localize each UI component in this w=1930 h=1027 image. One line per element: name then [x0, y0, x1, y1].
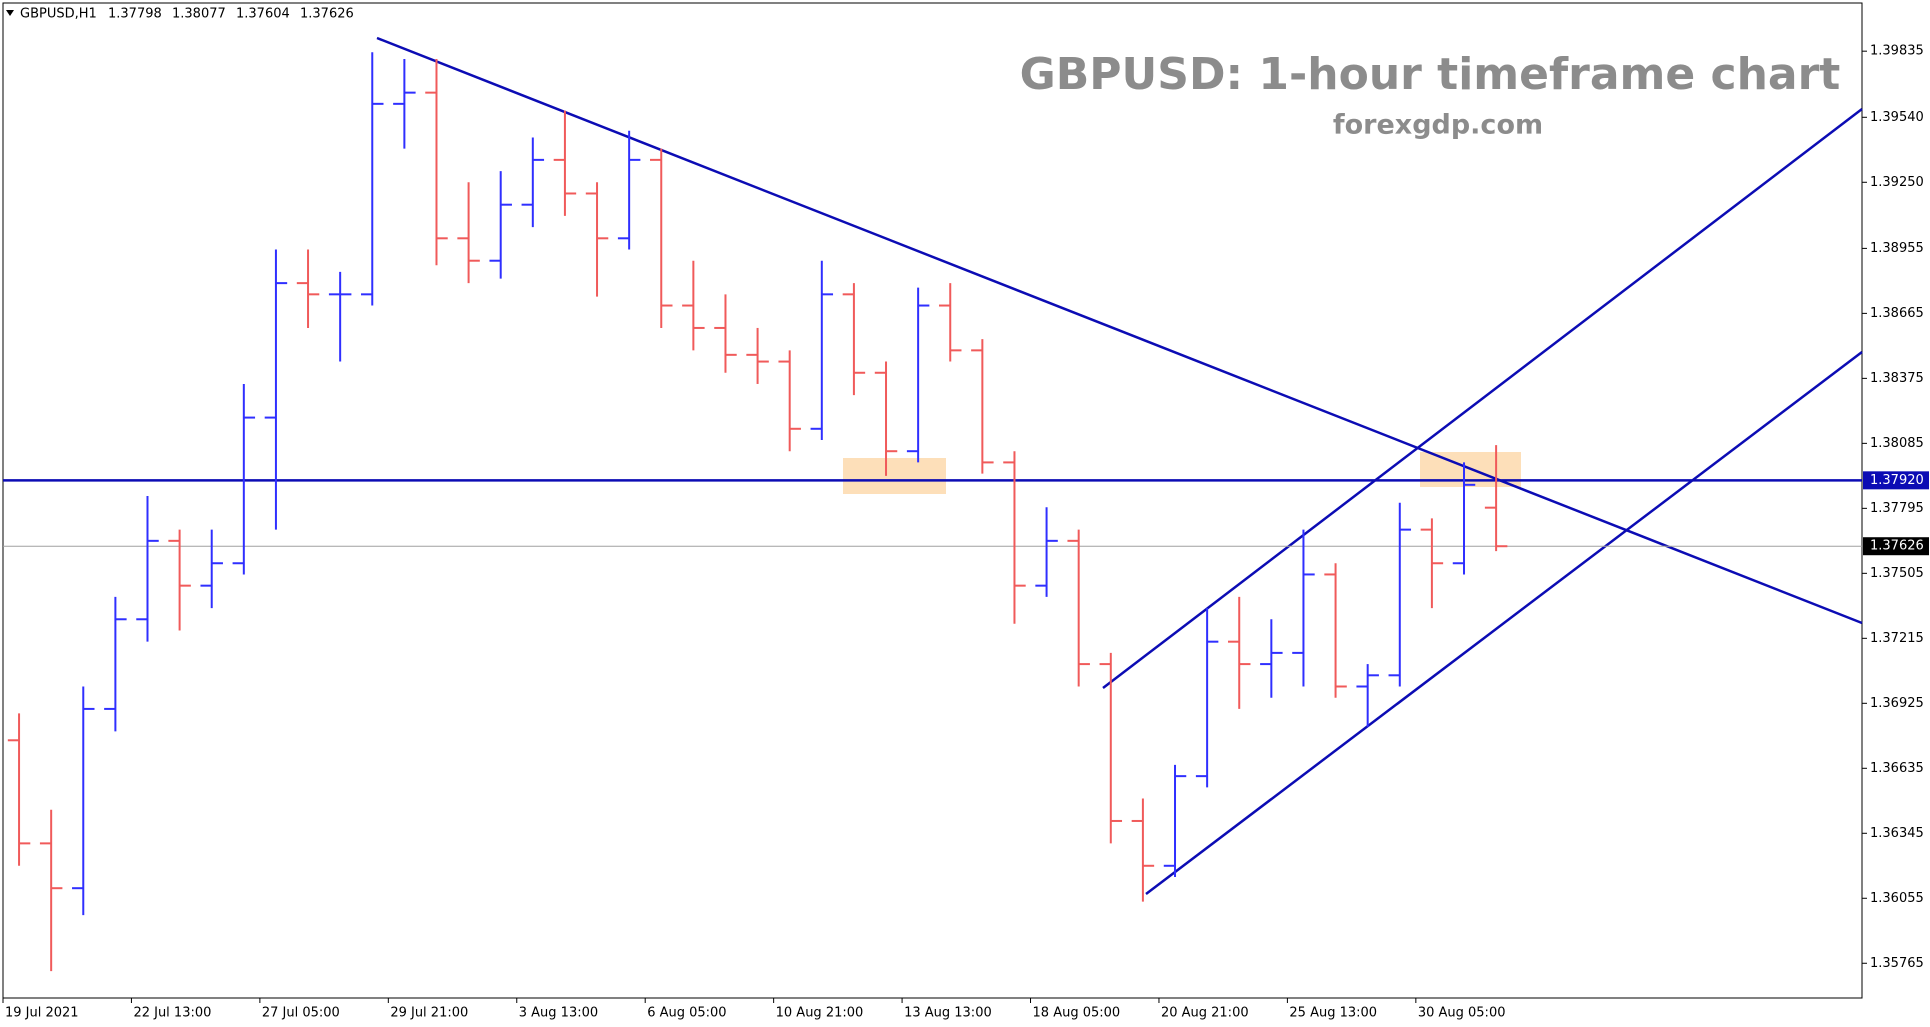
channel-upper-line	[1102, 108, 1863, 689]
y-tick-label: 1.36055	[1870, 891, 1924, 906]
y-tick-label: 1.37215	[1870, 631, 1924, 646]
x-tick-label: 6 Aug 05:00	[647, 1006, 726, 1021]
y-tick-label: 1.38955	[1870, 241, 1924, 256]
x-tick-label: 3 Aug 13:00	[519, 1006, 598, 1021]
y-tick-label: 1.36345	[1870, 826, 1924, 841]
x-tick-label: 18 Aug 05:00	[1033, 1006, 1121, 1021]
x-tick-label: 27 Jul 05:00	[262, 1006, 340, 1021]
chart-subtitle: forexgdp.com	[1333, 110, 1543, 141]
x-tick-label: 25 Aug 13:00	[1289, 1006, 1377, 1021]
channel-lower-line	[1145, 351, 1863, 895]
symbol-label: GBPUSD,H1	[20, 7, 97, 22]
y-tick-label: 1.37505	[1870, 566, 1924, 581]
x-tick-label: 30 Aug 05:00	[1418, 1006, 1506, 1021]
y-tick-label: 1.36635	[1870, 761, 1924, 776]
chart-title: GBPUSD: 1-hour timeframe chart	[1020, 49, 1841, 100]
y-tick-label: 1.38085	[1870, 436, 1924, 451]
y-tick-label: 1.39835	[1870, 44, 1924, 59]
current-price-box	[1863, 537, 1929, 556]
downtrend-line	[376, 36, 1863, 625]
y-tick-label: 1.38375	[1870, 371, 1924, 386]
y-tick-label: 1.36925	[1870, 696, 1924, 711]
level-label-box	[1863, 471, 1929, 490]
level-label: 1.37920	[1870, 473, 1924, 488]
y-tick-label: 1.39540	[1870, 110, 1924, 125]
plot-area	[2, 2, 1863, 999]
x-tick-label: 29 Jul 21:00	[390, 1006, 468, 1021]
current-price-label: 1.37626	[1870, 539, 1924, 554]
support-zone	[843, 458, 946, 494]
x-tick-label: 10 Aug 21:00	[776, 1006, 864, 1021]
y-tick-label: 1.37795	[1870, 501, 1924, 516]
header-open: 1.37798	[108, 7, 162, 22]
x-tick-label: 19 Jul 2021	[5, 1006, 79, 1021]
x-tick-label: 22 Jul 13:00	[133, 1006, 211, 1021]
header-low: 1.37604	[236, 7, 290, 22]
x-tick-label: 20 Aug 21:00	[1161, 1006, 1249, 1021]
header-close: 1.37626	[300, 7, 354, 22]
y-tick-label: 1.35765	[1870, 956, 1924, 971]
x-tick-label: 13 Aug 13:00	[904, 1006, 992, 1021]
y-tick-label: 1.38665	[1870, 306, 1924, 321]
y-tick-label: 1.39250	[1870, 175, 1924, 190]
menu-triangle[interactable]	[6, 10, 14, 16]
header-high: 1.38077	[172, 7, 226, 22]
